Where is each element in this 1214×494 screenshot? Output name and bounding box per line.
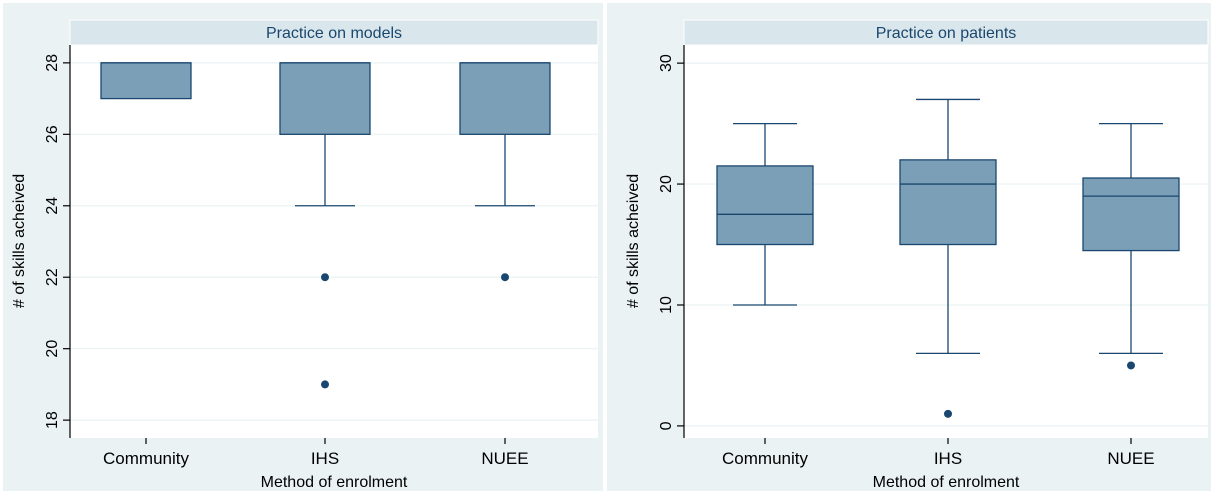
y-axis-title: # of skills acheived xyxy=(11,174,28,308)
x-category-label: Community xyxy=(103,449,189,468)
x-category-label: NUEE xyxy=(481,449,528,468)
panel-title: Practice on patients xyxy=(876,25,1017,42)
x-category-label: Community xyxy=(722,449,808,468)
x-axis-title: Method of enrolment xyxy=(873,474,1020,491)
y-tick-label: 20 xyxy=(658,175,675,193)
x-category-label: NUEE xyxy=(1107,449,1154,468)
outlier-point xyxy=(1127,361,1135,370)
y-tick-label: 18 xyxy=(44,411,61,429)
x-category-labels: Community IHS NUEE xyxy=(103,438,529,468)
title-strip xyxy=(69,19,599,46)
box-iqr xyxy=(716,165,814,246)
x-axis-title: Method of enrolment xyxy=(261,474,408,491)
box-iqr xyxy=(279,62,371,135)
box-series xyxy=(100,62,551,389)
box-nuee xyxy=(459,62,551,282)
y-ticks: 18 20 22 24 26 28 xyxy=(44,54,70,429)
box-community xyxy=(100,62,192,100)
box-nuee xyxy=(1082,122,1180,370)
y-tick-label: 0 xyxy=(658,421,675,430)
y-tick-label: 24 xyxy=(44,197,61,215)
box-iqr xyxy=(899,159,997,246)
panel-practice-on-patients: Practice on patients 0 10 20 30 Community IH… xyxy=(607,3,1211,491)
y-tick-label: 10 xyxy=(658,296,675,314)
panel-practice-on-models: Practice on models 18 20 22 24 26 28 Communit… xyxy=(3,3,603,491)
x-category-labels: Community IHS NUEE xyxy=(722,438,1155,468)
box-iqr xyxy=(1082,177,1180,252)
y-tick-label: 28 xyxy=(44,54,61,72)
y-ticks: 0 10 20 30 xyxy=(658,54,684,430)
box-iqr xyxy=(459,62,551,135)
panel-title: Practice on models xyxy=(266,25,402,42)
box-ihs xyxy=(899,98,997,418)
y-tick-label: 30 xyxy=(658,54,675,72)
y-tick-label: 22 xyxy=(44,268,61,286)
outlier-point xyxy=(321,273,329,282)
x-category-label: IHS xyxy=(934,449,962,468)
x-category-label: IHS xyxy=(311,449,339,468)
title-strip xyxy=(683,19,1209,46)
outlier-point xyxy=(321,380,329,389)
box-series xyxy=(716,98,1180,418)
y-tick-label: 26 xyxy=(44,125,61,143)
outlier-point xyxy=(944,409,952,418)
box-ihs xyxy=(279,62,371,389)
box-iqr xyxy=(100,62,192,100)
y-tick-label: 20 xyxy=(44,340,61,358)
outlier-point xyxy=(501,273,509,282)
y-axis-title: # of skills acheived xyxy=(625,174,642,308)
box-community xyxy=(716,122,814,306)
